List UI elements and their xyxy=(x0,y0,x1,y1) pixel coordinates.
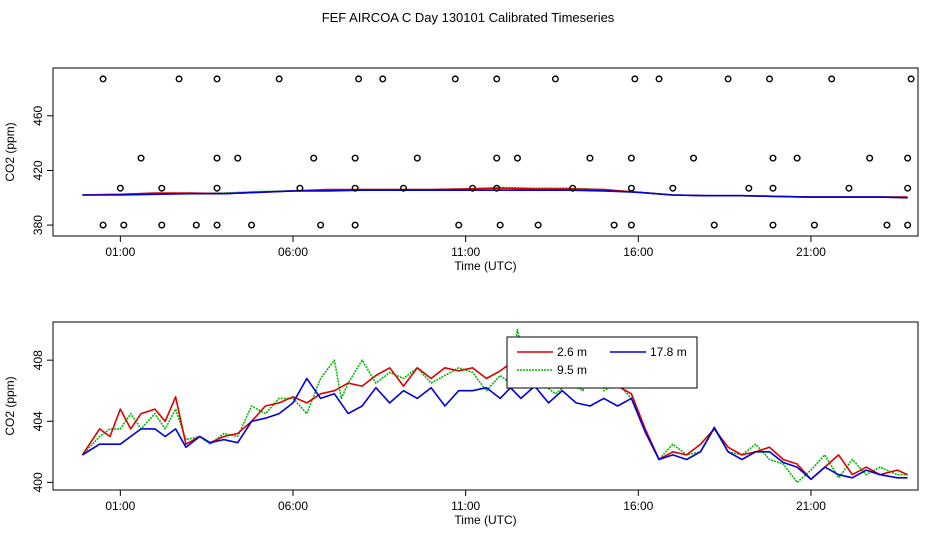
top-flag-point xyxy=(493,75,501,83)
top-flag-point xyxy=(534,221,542,229)
top-flag-point xyxy=(351,184,359,192)
top-flag-point xyxy=(213,221,221,229)
top-flag-point xyxy=(413,154,421,162)
top-flag-point xyxy=(904,221,912,229)
top-flag-point xyxy=(116,184,124,192)
top-x-axis-label: Time (UTC) xyxy=(454,259,516,273)
top-flag-point xyxy=(710,221,718,229)
top-flag-point xyxy=(496,221,504,229)
bottom-y-axis-label: CO2 (ppm) xyxy=(3,376,17,435)
top-flag-point xyxy=(627,154,635,162)
top-x-tick-label: 21:00 xyxy=(796,245,826,259)
bottom-x-axis-label: Time (UTC) xyxy=(454,513,516,527)
top-flag-point xyxy=(669,184,677,192)
bottom-x-tick-label: 01:00 xyxy=(105,499,135,513)
top-flag-point xyxy=(627,184,635,192)
top-flag-point xyxy=(769,154,777,162)
bottom-series-9-5-m xyxy=(81,328,908,484)
top-flag-point xyxy=(904,154,912,162)
top-flag-point xyxy=(513,154,521,162)
top-flag-point xyxy=(399,184,407,192)
top-flag-point xyxy=(845,184,853,192)
top-flag-point xyxy=(810,221,818,229)
top-y-tick-label: 420 xyxy=(31,160,45,180)
top-flag-point xyxy=(883,221,891,229)
top-flag-point xyxy=(569,184,577,192)
legend-box xyxy=(506,336,698,389)
top-panel: 01:00 06:00 11:00 16:00 21:00 Time (UTC) 380 42… xyxy=(3,67,919,273)
top-flag-point xyxy=(724,75,732,83)
bottom-panel: 01:00 06:00 11:00 16:00 21:00 Time (UTC) 400 40… xyxy=(3,321,919,527)
top-flag-point xyxy=(745,184,753,192)
top-flag-point xyxy=(175,75,183,83)
top-flag-point xyxy=(631,75,639,83)
top-flag-point xyxy=(493,154,501,162)
top-flag-point xyxy=(317,221,325,229)
top-flag-point xyxy=(310,154,318,162)
top-flag-point xyxy=(907,75,915,83)
top-y-tick-label: 460 xyxy=(31,105,45,125)
top-flag-point xyxy=(192,221,200,229)
top-flag-point xyxy=(213,154,221,162)
bottom-x-tick-label: 16:00 xyxy=(623,499,653,513)
top-flag-point xyxy=(234,154,242,162)
top-flag-point xyxy=(99,221,107,229)
top-flag-point xyxy=(158,221,166,229)
top-x-tick-label: 11:00 xyxy=(451,245,480,259)
top-flag-point xyxy=(99,75,107,83)
top-flag-point xyxy=(655,75,663,83)
top-flag-point xyxy=(793,154,801,162)
bottom-y-tick-label: 400 xyxy=(31,472,45,492)
top-flag-point xyxy=(769,184,777,192)
top-flag-point xyxy=(627,221,635,229)
top-flag-point xyxy=(766,75,774,83)
bottom-plot-frame xyxy=(52,321,919,491)
legend-label-17-8-m: 17.8 m xyxy=(650,345,687,359)
top-flag-point xyxy=(213,184,221,192)
top-flag-point xyxy=(551,75,559,83)
top-flag-point xyxy=(828,75,836,83)
top-flag-point xyxy=(351,221,359,229)
top-flag-point xyxy=(866,154,874,162)
top-x-tick-label: 01:00 xyxy=(105,245,135,259)
top-flag-point xyxy=(248,221,256,229)
top-x-tick-label: 16:00 xyxy=(623,245,653,259)
bottom-x-tick-label: 11:00 xyxy=(451,499,480,513)
top-flag-point xyxy=(904,184,912,192)
top-flag-point xyxy=(355,75,363,83)
bottom-y-tick-label: 408 xyxy=(31,350,45,370)
figure-title: FEF AIRCOA C Day 130101 Calibrated Times… xyxy=(322,10,615,25)
top-flag-point xyxy=(610,221,618,229)
top-flag-point xyxy=(379,75,387,83)
top-y-axis-label: CO2 (ppm) xyxy=(3,122,17,181)
bottom-x-tick-label: 06:00 xyxy=(278,499,308,513)
top-flag-point xyxy=(493,184,501,192)
top-series-17-8-m xyxy=(82,189,908,199)
legend-label-2-6-m: 2.6 m xyxy=(557,345,587,359)
top-flag-point xyxy=(275,75,283,83)
top-flag-point xyxy=(296,184,304,192)
top-flag-point xyxy=(455,221,463,229)
legend-label-9-5-m: 9.5 m xyxy=(557,363,587,377)
top-flag-point xyxy=(120,221,128,229)
top-flag-point xyxy=(213,75,221,83)
legend: 2.6 m 9.5 m 17.8 m xyxy=(506,336,698,389)
top-flag-point xyxy=(690,154,698,162)
top-flag-point xyxy=(158,184,166,192)
top-flag-point xyxy=(469,184,477,192)
top-plot-frame xyxy=(52,67,919,237)
bottom-y-tick-label: 404 xyxy=(31,411,45,431)
bottom-series-17-8-m xyxy=(81,377,908,481)
top-y-tick-label: 380 xyxy=(31,215,45,235)
bottom-x-tick-label: 21:00 xyxy=(796,499,826,513)
top-x-tick-label: 06:00 xyxy=(278,245,308,259)
top-flag-point xyxy=(769,221,777,229)
top-flag-point xyxy=(137,154,145,162)
top-flag-point xyxy=(586,154,594,162)
bottom-series-2-6-m xyxy=(81,344,908,481)
top-flag-point xyxy=(351,154,359,162)
top-flag-point xyxy=(451,75,459,83)
